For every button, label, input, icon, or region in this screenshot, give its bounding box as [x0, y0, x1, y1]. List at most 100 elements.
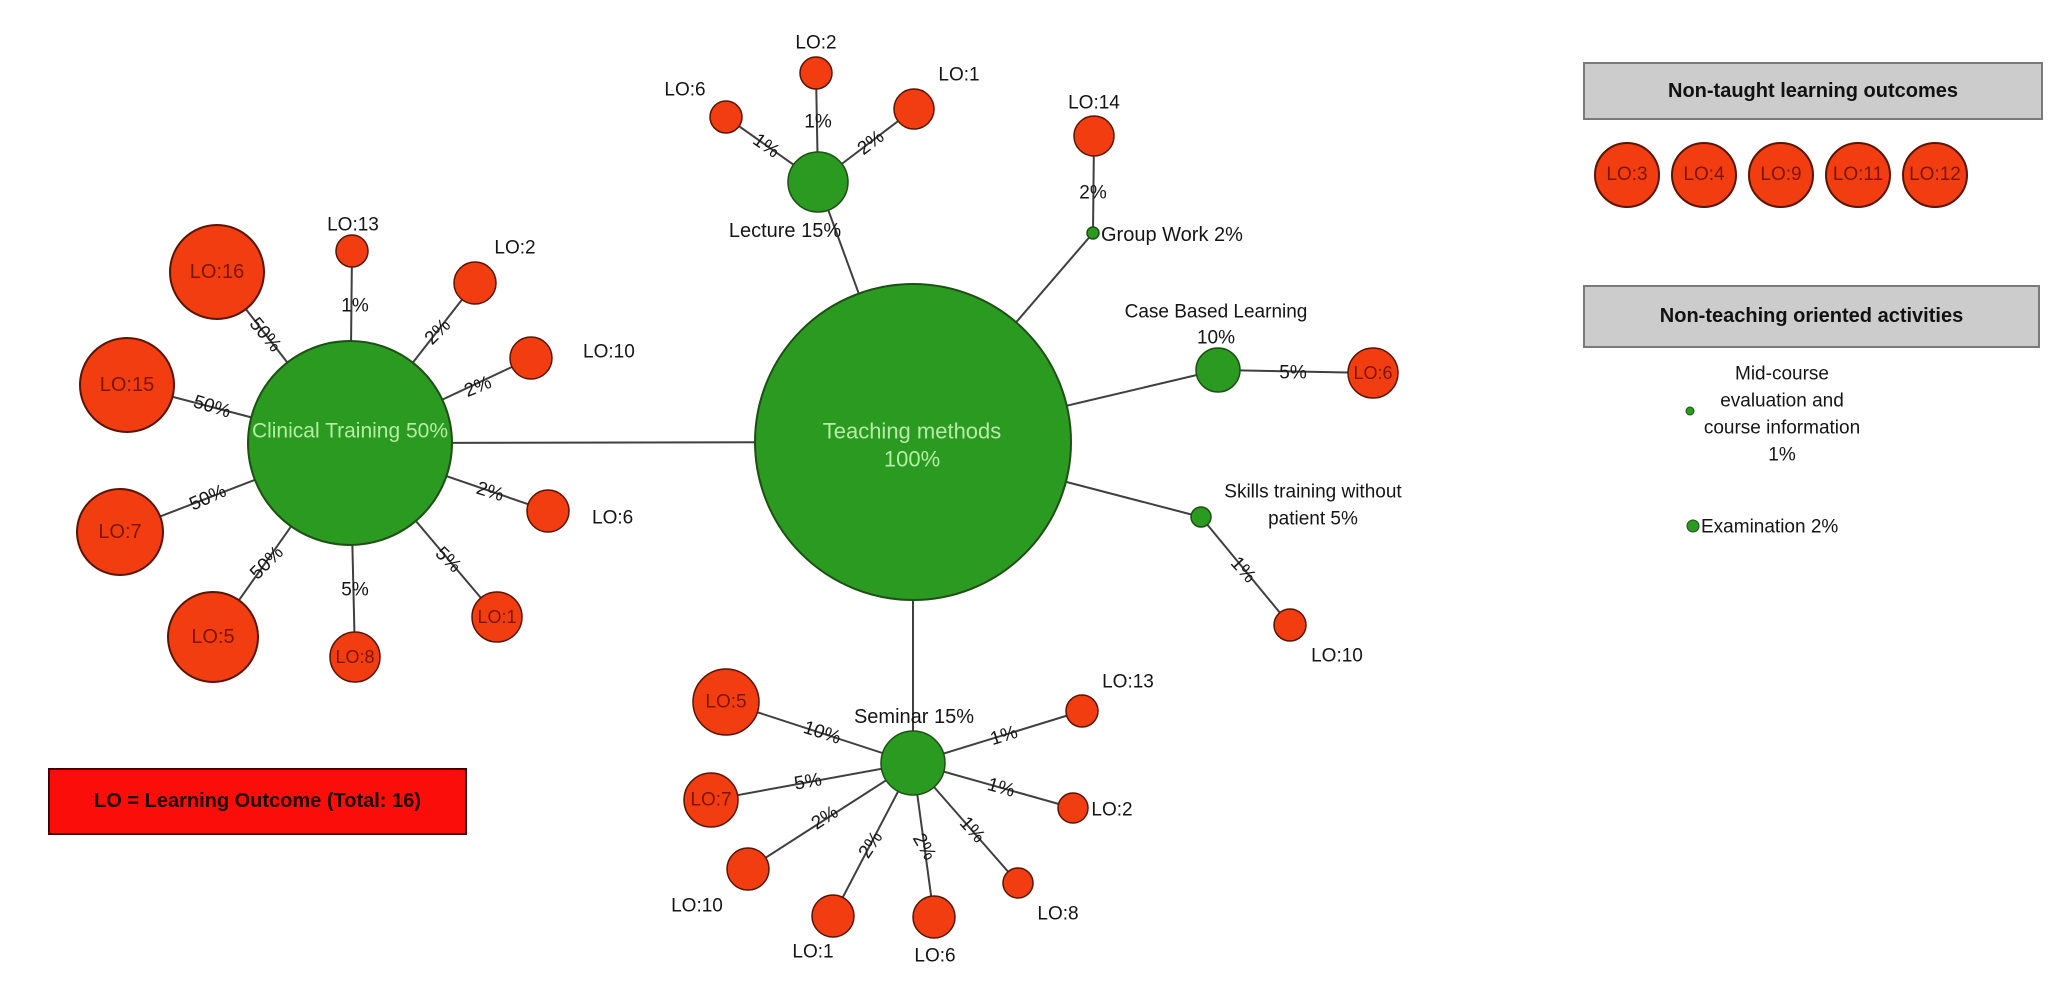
edge-label-clinical-clin-lo16: 50% — [245, 314, 286, 357]
edge-label-clinical-clin-lo5: 50% — [246, 542, 288, 584]
node-sem-lo2 — [1057, 792, 1089, 824]
label-seminar: Seminar 15% — [854, 706, 974, 728]
node-lec-lo6 — [709, 100, 743, 134]
label-skills-lo10: LO:10 — [1311, 646, 1363, 667]
node-lec-lo2 — [799, 56, 833, 90]
lo-definition-callout: LO = Learning Outcome (Total: 16) — [48, 768, 467, 835]
edge-label-seminar-sem-lo1: 2% — [855, 828, 888, 863]
legend-activities-items: Mid-course evaluation and course informati… — [1685, 364, 1860, 538]
edge-label-seminar-sem-lo2: 1% — [985, 774, 1017, 802]
labels-layer: Teaching methods 100% Clinical Training 50… — [98, 33, 1402, 967]
label-clin-lo7: LO:7 — [98, 521, 141, 543]
node-clin-lo16 — [169, 224, 265, 320]
label-groupwork: Group Work 2% — [1101, 224, 1243, 246]
activity-bullet-icon — [1686, 519, 1700, 533]
node-skills — [1190, 506, 1212, 528]
node-clin-lo5 — [167, 591, 259, 683]
node-sem-lo10 — [726, 847, 770, 891]
node-seminar — [880, 730, 946, 796]
label-clinical: Clinical Training 50% — [252, 420, 448, 443]
label-clin-lo16: LO:16 — [190, 261, 244, 283]
edge-label-clinical-clin-lo6: 2% — [474, 478, 507, 506]
activity-item-0-line: 1% — [1768, 445, 1796, 466]
edge-cbl-cbl-lo6 — [1217, 369, 1374, 374]
label-sem-lo5: LO:5 — [705, 692, 746, 713]
label-sem-lo7: LO:7 — [690, 790, 731, 811]
edge-label-cbl-cbl-lo6: 5% — [1279, 363, 1307, 384]
legend-non-taught-title: Non-taught learning outcomes — [1668, 79, 1958, 102]
label-cbl: Case Based Learning — [1125, 302, 1308, 323]
node-clin-lo15 — [79, 337, 175, 433]
edge-skills-skills-lo10 — [1200, 516, 1291, 626]
label-sem-lo13: LO:13 — [1102, 672, 1154, 693]
label-clin-lo5: LO:5 — [191, 626, 234, 648]
label-clin-lo2: LO:2 — [494, 238, 535, 259]
node-skills-lo10 — [1273, 608, 1307, 642]
edge-label-groupwork-gw-lo14: 2% — [1079, 183, 1107, 204]
label-sem-lo10: LO:10 — [671, 896, 723, 917]
activity-item-1-line: Examination 2% — [1701, 517, 1838, 538]
node-lec-lo1 — [893, 88, 935, 130]
label-clin-lo13: LO:13 — [327, 215, 379, 236]
edge-label-lecture-lec-lo2: 1% — [804, 112, 832, 133]
node-groupwork — [1086, 226, 1100, 240]
activity-item-0-line: Mid-course — [1735, 364, 1829, 385]
edge-seminar-sem-lo7 — [710, 762, 914, 801]
non-taught-lo-chip: LO:3 — [1594, 142, 1660, 208]
label-sem-lo2: LO:2 — [1091, 800, 1132, 821]
edge-label-clinical-clin-lo13: 1% — [341, 296, 369, 317]
label-cbl: 10% — [1197, 328, 1235, 349]
label-sem-lo6: LO:6 — [914, 946, 955, 967]
node-cbl — [1195, 347, 1241, 393]
node-cbl-lo6 — [1347, 347, 1399, 399]
legend-non-taught-box: Non-taught learning outcomes — [1583, 62, 2043, 120]
edge-label-seminar-sem-lo5: 10% — [801, 717, 844, 749]
nodes-layer — [76, 56, 1399, 939]
activity-item-0-line: course information — [1704, 418, 1860, 439]
label-teaching: 100% — [884, 447, 940, 472]
edge-label-seminar-sem-lo6: 2% — [908, 830, 940, 864]
label-lec-lo6: LO:6 — [664, 80, 705, 101]
label-clin-lo1: LO:1 — [477, 607, 516, 627]
node-clin-lo8 — [329, 631, 381, 683]
node-sem-lo8 — [1002, 867, 1034, 899]
non-taught-lo-list: LO:3 LO:4 LO:9 LO:11 LO:12 — [1594, 142, 1968, 208]
node-clin-lo7 — [76, 488, 164, 576]
label-teaching: Teaching methods — [823, 419, 1002, 444]
node-lecture — [787, 151, 849, 213]
label-clin-lo15: LO:15 — [100, 374, 154, 396]
edge-label-clinical-clin-lo15: 50% — [191, 391, 234, 422]
node-clin-lo6 — [526, 489, 570, 533]
activity-item-0-line: evaluation and — [1720, 391, 1844, 412]
label-skills: patient 5% — [1268, 509, 1358, 530]
label-skills: Skills training without — [1224, 482, 1402, 503]
node-sem-lo13 — [1065, 694, 1099, 728]
edge-label-clinical-clin-lo2: 2% — [421, 315, 455, 349]
label-sem-lo8: LO:8 — [1037, 904, 1078, 925]
node-sem-lo5 — [692, 668, 760, 736]
node-sem-lo7 — [683, 772, 739, 828]
node-sem-lo1 — [811, 894, 855, 938]
node-clin-lo2 — [453, 261, 497, 305]
label-clin-lo10: LO:10 — [583, 342, 635, 363]
label-clin-lo8: LO:8 — [335, 647, 374, 667]
node-teaching — [754, 283, 1072, 601]
edge-label-seminar-sem-lo7: 5% — [793, 769, 824, 794]
node-clin-lo1 — [471, 591, 523, 643]
node-sem-lo6 — [912, 895, 956, 939]
non-taught-lo-chip: LO:12 — [1902, 142, 1968, 208]
edge-label-seminar-sem-lo10: 2% — [808, 802, 843, 835]
label-sem-lo1: LO:1 — [792, 942, 833, 963]
lo-definition-text: LO = Learning Outcome (Total: 16) — [94, 790, 421, 812]
node-clin-lo13 — [335, 234, 369, 268]
label-clin-lo6: LO:6 — [592, 508, 633, 529]
node-gw-lo14 — [1073, 115, 1115, 157]
label-cbl-lo6: LO:6 — [1353, 363, 1392, 383]
edge-label-lecture-lec-lo6: 1% — [749, 130, 784, 163]
node-clin-lo10 — [509, 336, 553, 380]
non-taught-lo-chip: LO:9 — [1748, 142, 1814, 208]
edge-label-clinical-clin-lo7: 50% — [186, 481, 229, 516]
legend-activities-title: Non-teaching oriented activities — [1659, 305, 1964, 327]
